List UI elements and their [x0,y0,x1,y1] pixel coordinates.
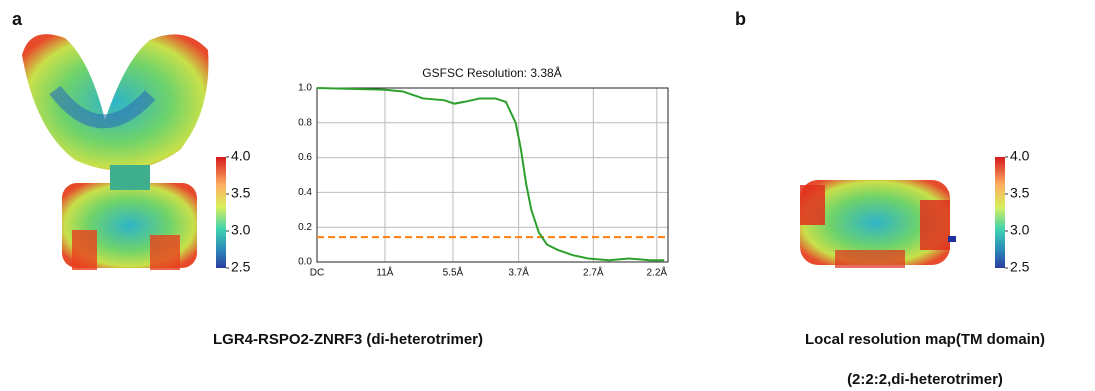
caption: (2:2:2,di-heterotrimer) [847,371,1003,388]
colorbar-tick-label: 3.0 [1010,222,1030,238]
colorbar-tick-label: 4.0 [1010,148,1030,164]
colorbar-tick-label: 2.5 [231,259,251,275]
caption: Local resolution map(TM domain) [805,331,1045,348]
x-tick-label: DC [310,268,324,279]
colorbar-tick-label: 3.0 [231,222,251,238]
chart-title: GSFSC Resolution: 3.38Å [422,65,561,80]
x-tick-label: 2.7Å [583,266,604,279]
colorbar [216,157,226,268]
density-map [22,34,208,270]
y-tick-label: 0.8 [298,117,312,128]
x-tick-label: 5.5Å [443,266,464,279]
y-tick-label: 0.6 [298,152,312,163]
colorbar-tick-label: 3.5 [231,185,251,201]
page: {"panel_labels": ["a", "b"], "captions":… [0,0,1095,391]
fsc-curve [317,88,664,260]
panel-label: a [12,9,23,29]
panel-label: b [735,9,746,29]
colorbar-tick-label: 3.5 [1010,185,1030,201]
y-tick-label: 1.0 [298,83,312,94]
density-map [800,180,956,268]
colorbar-tick-label: 2.5 [1010,259,1030,275]
colorbar [995,157,1005,268]
y-tick-label: 0.2 [298,222,312,233]
x-tick-label: 3.7Å [508,266,529,279]
caption: LGR4-RSPO2-ZNRF3 (di-heterotrimer) [213,331,483,348]
x-tick-label: 2.2Å [647,266,668,279]
colorbar-tick-label: 4.0 [231,148,251,164]
plot-frame [317,88,668,262]
x-tick-label: 11Å [376,266,393,279]
y-tick-label: 0.4 [298,187,312,198]
figure: a b GSFSC Resolution: 3.38Å LGR4-RSPO2-Z… [0,0,1095,391]
y-tick-label: 0.0 [298,257,312,268]
